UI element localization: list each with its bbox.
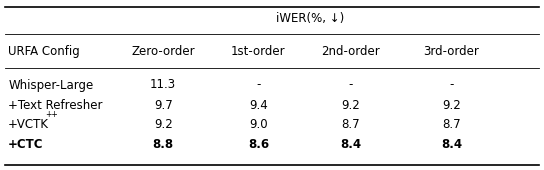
Text: 8.4: 8.4	[441, 138, 462, 151]
Text: 8.4: 8.4	[341, 138, 361, 151]
Text: 8.7: 8.7	[342, 118, 360, 131]
Text: 9.2: 9.2	[154, 118, 172, 131]
Text: -: -	[349, 79, 353, 91]
Text: 9.2: 9.2	[342, 99, 360, 112]
Text: 9.0: 9.0	[249, 118, 268, 131]
Text: ++: ++	[45, 110, 58, 119]
Text: iWER(%, ↓): iWER(%, ↓)	[276, 12, 344, 25]
Text: 9.4: 9.4	[249, 99, 268, 112]
Text: 8.7: 8.7	[442, 118, 461, 131]
Text: URFA Config: URFA Config	[8, 45, 80, 57]
Text: Zero-order: Zero-order	[132, 45, 195, 57]
Text: 8.6: 8.6	[248, 138, 269, 151]
Text: +VCTK: +VCTK	[8, 118, 49, 131]
Text: 2nd-order: 2nd-order	[322, 45, 380, 57]
Text: 9.7: 9.7	[154, 99, 172, 112]
Text: +CTC: +CTC	[8, 138, 44, 151]
Text: -: -	[256, 79, 261, 91]
Text: 8.8: 8.8	[153, 138, 174, 151]
Text: 1st-order: 1st-order	[231, 45, 286, 57]
Text: -: -	[449, 79, 454, 91]
Text: 9.2: 9.2	[442, 99, 461, 112]
Text: Whisper-Large: Whisper-Large	[8, 79, 94, 91]
Text: 11.3: 11.3	[150, 79, 176, 91]
Text: +Text Refresher: +Text Refresher	[8, 99, 103, 112]
Text: 3rd-order: 3rd-order	[424, 45, 479, 57]
